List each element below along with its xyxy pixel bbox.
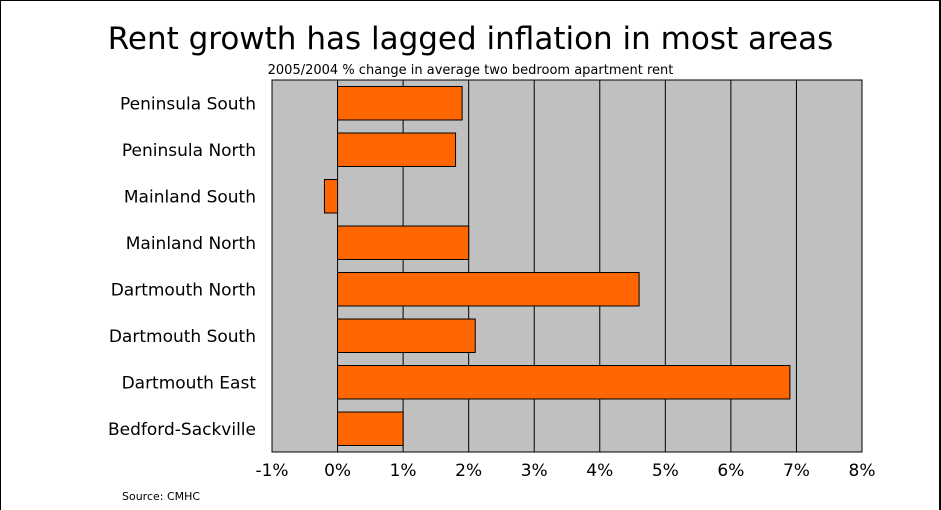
source-note: Source: CMHC bbox=[122, 490, 201, 503]
x-tick-label: 0% bbox=[324, 461, 351, 481]
x-tick-labels: -1% 0% 1% 2% 3% 4% 5% 6% 7% 8% bbox=[255, 461, 875, 481]
category-label: Dartmouth East bbox=[122, 373, 257, 393]
bars bbox=[323, 86, 791, 446]
category-label: Peninsula North bbox=[122, 141, 256, 161]
bar bbox=[337, 132, 457, 167]
x-tick-label: 8% bbox=[849, 461, 876, 481]
category-labels: Peninsula South Peninsula North Mainland S… bbox=[108, 94, 256, 440]
x-tick-label: 2% bbox=[455, 461, 482, 481]
chart-title: Rent growth has lagged inflation in most… bbox=[107, 21, 834, 57]
category-label: Peninsula South bbox=[120, 94, 256, 114]
bar bbox=[337, 411, 404, 446]
bar bbox=[337, 86, 463, 121]
category-label: Dartmouth North bbox=[111, 280, 256, 300]
x-tick-label: 1% bbox=[390, 461, 417, 481]
bar bbox=[337, 225, 470, 260]
x-tick-label: -1% bbox=[255, 461, 288, 481]
category-label: Mainland North bbox=[126, 234, 256, 254]
bar bbox=[337, 365, 791, 400]
category-label: Mainland South bbox=[124, 187, 256, 207]
x-tick-label: 5% bbox=[652, 461, 679, 481]
x-tick-label: 3% bbox=[521, 461, 548, 481]
x-tick-label: 6% bbox=[717, 461, 744, 481]
x-tick-label: 7% bbox=[783, 461, 810, 481]
category-label: Dartmouth South bbox=[109, 327, 256, 347]
bar bbox=[337, 318, 476, 353]
bar bbox=[323, 179, 339, 214]
category-label: Bedford-Sackville bbox=[108, 420, 256, 440]
x-tick-label: 4% bbox=[586, 461, 613, 481]
chart-subtitle: 2005/2004 % change in average two bedroo… bbox=[267, 63, 674, 78]
bar bbox=[337, 272, 640, 307]
